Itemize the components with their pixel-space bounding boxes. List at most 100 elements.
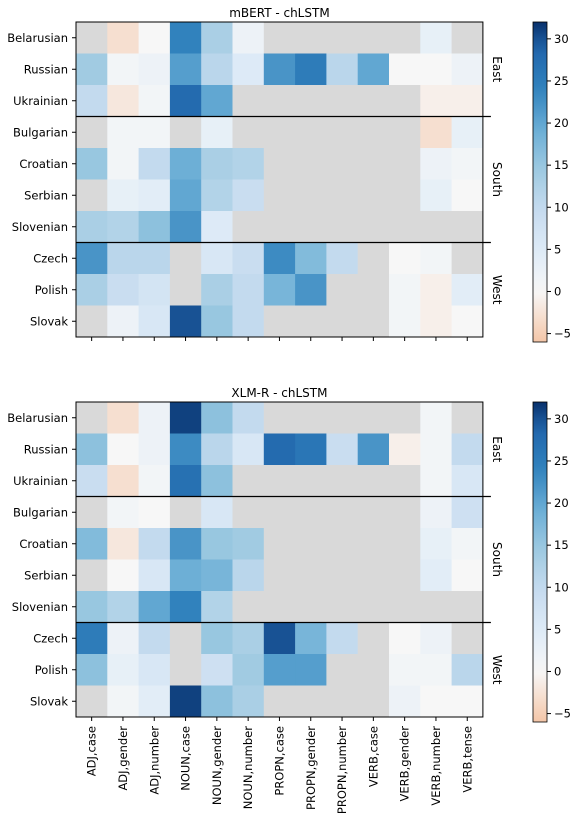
heatmap-cell	[295, 242, 327, 275]
heatmap-cell	[420, 53, 452, 86]
heatmap-cell	[295, 85, 327, 117]
heatmap-cell	[451, 496, 484, 529]
heatmap-cell	[389, 22, 421, 54]
heatmap-cell	[357, 53, 390, 86]
heatmap-cell	[389, 148, 421, 180]
heatmap-cell	[295, 654, 327, 686]
heatmap-cell	[107, 622, 139, 655]
heatmap-cell	[451, 433, 484, 466]
heatmap-cell	[138, 274, 171, 306]
heatmap-cell	[451, 591, 484, 623]
colorbar-tick-label: −5	[554, 327, 571, 341]
heatmap-cell	[326, 433, 359, 466]
heatmap-cell	[451, 242, 484, 275]
heatmap-cell	[107, 433, 139, 466]
heatmap-cell	[107, 274, 139, 306]
y-tick-label: Serbian	[24, 568, 68, 582]
heatmap-cell	[389, 402, 421, 434]
heatmap-cell	[326, 85, 359, 117]
heatmap-cell	[357, 433, 390, 466]
heatmap-cell	[232, 242, 265, 275]
heatmap-cell	[263, 528, 296, 560]
heatmap-cell	[357, 465, 390, 497]
x-tick-label: NOUN,number	[241, 726, 255, 809]
colorbar-tick-label: 25	[554, 74, 569, 88]
heatmap-cell	[232, 179, 265, 212]
heatmap-cell	[138, 148, 171, 180]
heatmap-cell	[357, 559, 390, 592]
heatmap-cell	[201, 179, 233, 212]
heatmap-cell	[420, 242, 452, 275]
heatmap-cell	[201, 528, 233, 560]
heatmap-cell	[138, 53, 171, 86]
heatmap-panel-mbert: mBERT - chLSTM East South West Belarusian Rus…	[7, 6, 571, 343]
heatmap-cell	[138, 559, 171, 592]
x-tick-label: PROPN,case	[272, 726, 286, 796]
colorbar-tick-label: 0	[554, 664, 561, 678]
heatmap-cell	[451, 148, 484, 180]
y-tick-label: Polish	[35, 283, 68, 297]
colorbar-tick-label: 10	[554, 200, 569, 214]
heatmap-cell	[201, 622, 233, 655]
heatmap-cell	[76, 559, 108, 592]
heatmap-cell	[263, 433, 296, 466]
heatmap-cell	[232, 402, 265, 434]
heatmap-cell	[76, 305, 108, 338]
chart-title: mBERT - chLSTM	[229, 6, 329, 20]
heatmap-cell	[169, 465, 202, 497]
heatmap-cell	[201, 305, 233, 338]
heatmap-cell	[169, 559, 202, 592]
heatmap-panel-xlmr: XLM-R - chLSTM East South West Belarusian Rus…	[7, 386, 571, 814]
heatmap-cell	[326, 685, 359, 718]
heatmap-cell	[232, 685, 265, 718]
heatmap-cell	[420, 85, 452, 117]
heatmap-cell	[357, 148, 390, 180]
heatmap-cell	[76, 685, 108, 718]
heatmap-cell	[201, 85, 233, 117]
heatmap-cell	[295, 622, 327, 655]
heatmap-cell	[138, 622, 171, 655]
heatmap-cell	[451, 402, 484, 434]
heatmap-cell	[169, 211, 202, 243]
heatmap-cell	[357, 274, 390, 306]
heatmap-cell	[263, 496, 296, 529]
heatmap-cell	[76, 211, 108, 243]
heatmap-cell	[420, 685, 452, 718]
heatmap-cell	[263, 211, 296, 243]
heatmap-cell	[169, 116, 202, 149]
y-tick-label: Croatian	[19, 157, 68, 171]
colorbar-tick-label: 30	[554, 412, 569, 426]
heatmap-cell	[107, 116, 139, 149]
heatmap-cell	[263, 402, 296, 434]
heatmap-cell	[451, 654, 484, 686]
heatmap-cell	[357, 622, 390, 655]
heatmap-cell	[295, 685, 327, 718]
heatmap-cell	[263, 22, 296, 54]
heatmap-cell	[138, 496, 171, 529]
colorbar-tick-label: 15	[554, 538, 569, 552]
heatmap-cell	[232, 22, 265, 54]
heatmap-cell	[201, 685, 233, 718]
heatmap-cell	[389, 85, 421, 117]
heatmap-cell	[420, 528, 452, 560]
heatmap-cell	[169, 528, 202, 560]
heatmap-cell	[389, 496, 421, 529]
y-tick-label: Slovenian	[12, 220, 68, 234]
colorbar-tick-label: 20	[554, 116, 569, 130]
heatmap-cell	[420, 591, 452, 623]
heatmap-cell	[169, 179, 202, 212]
heatmap-cell	[201, 211, 233, 243]
colorbar-tick-label: 5	[554, 242, 561, 256]
heatmap-cell	[263, 685, 296, 718]
heatmap-cell	[420, 148, 452, 180]
group-label: South	[490, 542, 504, 577]
group-label: West	[490, 275, 504, 305]
heatmap-cell	[389, 622, 421, 655]
colorbar-tick-label: −5	[554, 707, 571, 721]
heatmap-cell	[326, 654, 359, 686]
heatmap-cell	[357, 305, 390, 338]
heatmap-cell	[107, 685, 139, 718]
heatmap-cell	[326, 528, 359, 560]
heatmap-cell	[295, 116, 327, 149]
heatmap-cell	[295, 402, 327, 434]
